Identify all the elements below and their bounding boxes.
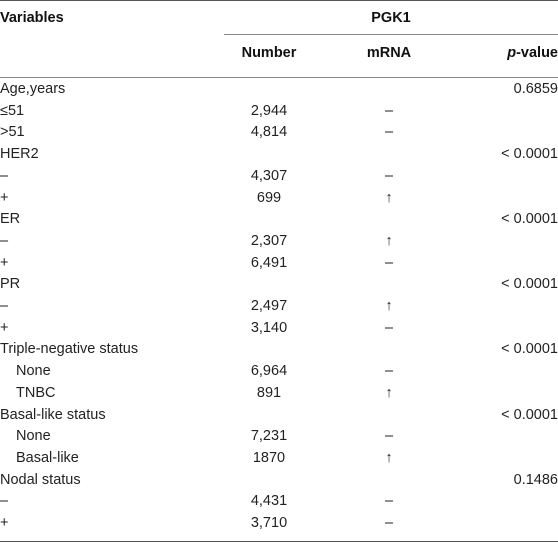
cell-number: 2,497 — [250, 298, 288, 314]
cell-mrna: ↑ — [385, 189, 393, 206]
cell-number: 7,231 — [250, 428, 288, 445]
cell-variable: + — [0, 319, 9, 336]
cell-variable: + — [0, 515, 9, 531]
cell-pvalue: 0.6859 — [513, 81, 558, 97]
cell-number: 6,491 — [250, 254, 288, 271]
table-row: Basal-like 1870 ↑ — [0, 448, 558, 470]
cell-mrna: – — [384, 167, 394, 184]
cell-pvalue: < 0.0001 — [501, 341, 558, 358]
table-row: +6,491 – — [0, 253, 558, 275]
table-row: +3,710 – — [0, 513, 558, 535]
header-bottom-rule — [0, 77, 558, 78]
column-header-number: Number — [241, 45, 297, 61]
table-row: Nodal status 0.1486 — [0, 470, 558, 492]
column-header-variables: Variables — [0, 10, 64, 26]
table-row: HER2 < 0.0001 — [0, 144, 558, 166]
cell-variable: Age,years — [0, 81, 66, 97]
cell-mrna: ↑ — [385, 232, 393, 249]
cell-mrna: – — [384, 515, 394, 531]
cell-variable: ER — [0, 211, 21, 228]
cell-number: 2,307 — [250, 232, 288, 249]
pvalue-italic-letter: p — [507, 45, 517, 61]
table-row: – 4,431 – — [0, 491, 558, 513]
cell-variable: – — [0, 167, 9, 184]
cell-pvalue: 0.1486 — [513, 471, 558, 488]
table-top-rule — [0, 0, 558, 1]
cell-number: 891 — [256, 384, 282, 401]
column-header-pvalue: p-value — [458, 45, 558, 61]
cell-number: 4,814 — [250, 124, 288, 141]
cell-number: 1870 — [252, 449, 286, 466]
cell-mrna: ↑ — [385, 449, 393, 466]
cell-mrna: – — [384, 124, 394, 141]
column-header-mrna: mRNA — [366, 45, 412, 61]
table-row: Age,years 0.6859 — [0, 79, 558, 101]
cell-variable: – — [0, 232, 9, 249]
cell-variable: >51 — [0, 124, 25, 141]
table-row: – 2,497 ↑ — [0, 296, 558, 318]
cell-number: 3,140 — [250, 319, 288, 336]
cell-variable: Triple-negative status — [0, 341, 139, 358]
cell-mrna: – — [384, 254, 394, 271]
pvalue-suffix: -value — [516, 45, 558, 61]
table-row: >51 4,814 – — [0, 122, 558, 144]
cell-mrna: ↑ — [385, 384, 393, 401]
table-row: – 2,307 ↑ — [0, 231, 558, 253]
cell-variable: PR — [0, 276, 21, 293]
cell-variable: HER2 — [0, 146, 39, 163]
table-row: ER < 0.0001 — [0, 209, 558, 231]
table-row: Triple-negative status < 0.0001 — [0, 339, 558, 361]
cell-variable: + — [0, 254, 9, 271]
cell-mrna: – — [384, 102, 394, 119]
cell-mrna: – — [384, 493, 394, 510]
cell-number: 4,431 — [250, 493, 288, 510]
cell-number: 2,944 — [250, 102, 288, 119]
table-row: None 7,231 – — [0, 426, 558, 448]
table-row: – 4,307 – — [0, 166, 558, 188]
table-row: PR < 0.0001 — [0, 274, 558, 296]
table-row: +3,140 – — [0, 318, 558, 340]
cell-pvalue: < 0.0001 — [501, 146, 558, 163]
column-group-header: PGK1 — [371, 10, 411, 26]
cell-variable: + — [0, 189, 9, 206]
table-row: TNBC 891 ↑ — [0, 383, 558, 405]
cell-variable: ≤51 — [0, 102, 25, 119]
cell-mrna: – — [384, 319, 394, 336]
cell-mrna: – — [384, 363, 394, 380]
table-row: Basal-like status < 0.0001 — [0, 405, 558, 427]
cell-number: 3,710 — [250, 515, 288, 531]
cell-variable: None — [16, 428, 51, 445]
cell-mrna: ↑ — [385, 298, 393, 314]
cell-pvalue: < 0.0001 — [501, 211, 558, 228]
table-bottom-rule — [0, 541, 558, 542]
cell-pvalue: < 0.0001 — [501, 406, 558, 423]
cell-variable: Nodal status — [0, 471, 81, 488]
cell-number: 6,964 — [250, 363, 288, 380]
cell-number: 699 — [256, 189, 282, 206]
cell-number: 4,307 — [250, 167, 288, 184]
table-row: ≤51 2,944 – — [0, 101, 558, 123]
cell-variable: None — [16, 363, 51, 380]
group-header-rule — [224, 34, 558, 35]
cell-variable: TNBC — [16, 384, 56, 401]
cell-mrna: – — [384, 428, 394, 445]
cell-variable: – — [0, 298, 9, 314]
cell-variable: – — [0, 493, 9, 510]
cell-variable: Basal-like status — [0, 406, 106, 423]
table-row: +699 ↑ — [0, 188, 558, 210]
cell-pvalue: < 0.0001 — [501, 276, 558, 293]
table-row: None 6,964 – — [0, 361, 558, 383]
cell-variable: Basal-like — [16, 449, 79, 466]
